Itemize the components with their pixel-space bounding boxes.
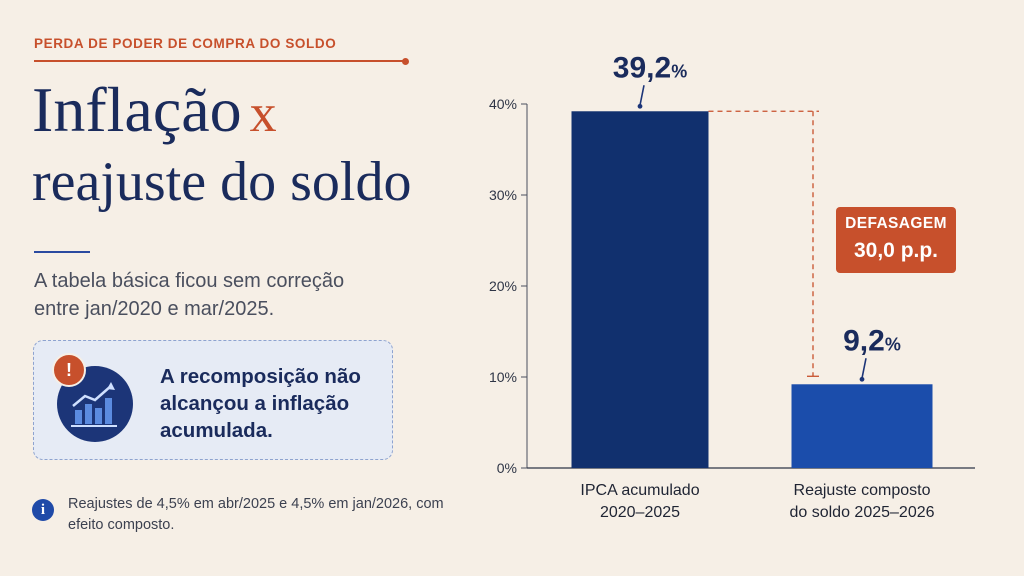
value-pointer-dot <box>859 376 865 382</box>
category-label: 2020–2025 <box>600 504 680 521</box>
info-icon: i <box>32 499 54 521</box>
subtitle: A tabela básica ficou sem correção entre… <box>34 270 345 320</box>
gap-annotation-value: 30,0 p.p. <box>853 239 939 262</box>
title-rule <box>34 251 90 253</box>
callout-text: A recomposição não alcançou a inflação a… <box>160 365 361 442</box>
title-line-2: reajuste do soldo <box>32 151 412 213</box>
kicker-label: PERDA DE PODER DE COMPRA DO SOLDO <box>34 36 337 51</box>
page-title: Inflação x reajuste do soldo <box>32 78 412 213</box>
value-pointer <box>639 85 645 106</box>
category-label: IPCA acumulado <box>580 482 699 499</box>
gap-annotation: DEFASAGEM 30,0 p.p. <box>836 207 956 273</box>
category-label: do soldo 2025–2026 <box>789 504 934 521</box>
title-line-1: Inflação <box>32 74 242 145</box>
category-label: Reajuste composto <box>794 482 931 499</box>
title-versus: x <box>249 83 277 143</box>
value-label-1: 39,2% <box>613 51 687 84</box>
gap-annotation-title: DEFASAGEM <box>845 215 947 232</box>
y-tick-label: 20% <box>489 278 517 294</box>
y-tick-label: 0% <box>497 460 517 476</box>
y-tick-label: 40% <box>489 96 517 112</box>
alert-icon: ! <box>52 353 86 387</box>
value-pointer-dot <box>637 103 643 109</box>
value-label-2: 9,2% <box>843 324 901 357</box>
kicker-dot <box>402 57 409 65</box>
footnote: Reajustes de 4,5% em abr/2025 e 4,5% em … <box>68 496 444 533</box>
kicker-divider <box>34 60 404 62</box>
bar-1 <box>571 111 709 468</box>
y-tick-label: 30% <box>489 187 517 203</box>
y-tick-label: 10% <box>489 369 517 385</box>
callout-box: ! A recomposição não alcançou a inflação… <box>33 340 393 460</box>
value-pointer <box>861 358 867 379</box>
bar-2 <box>791 384 933 468</box>
